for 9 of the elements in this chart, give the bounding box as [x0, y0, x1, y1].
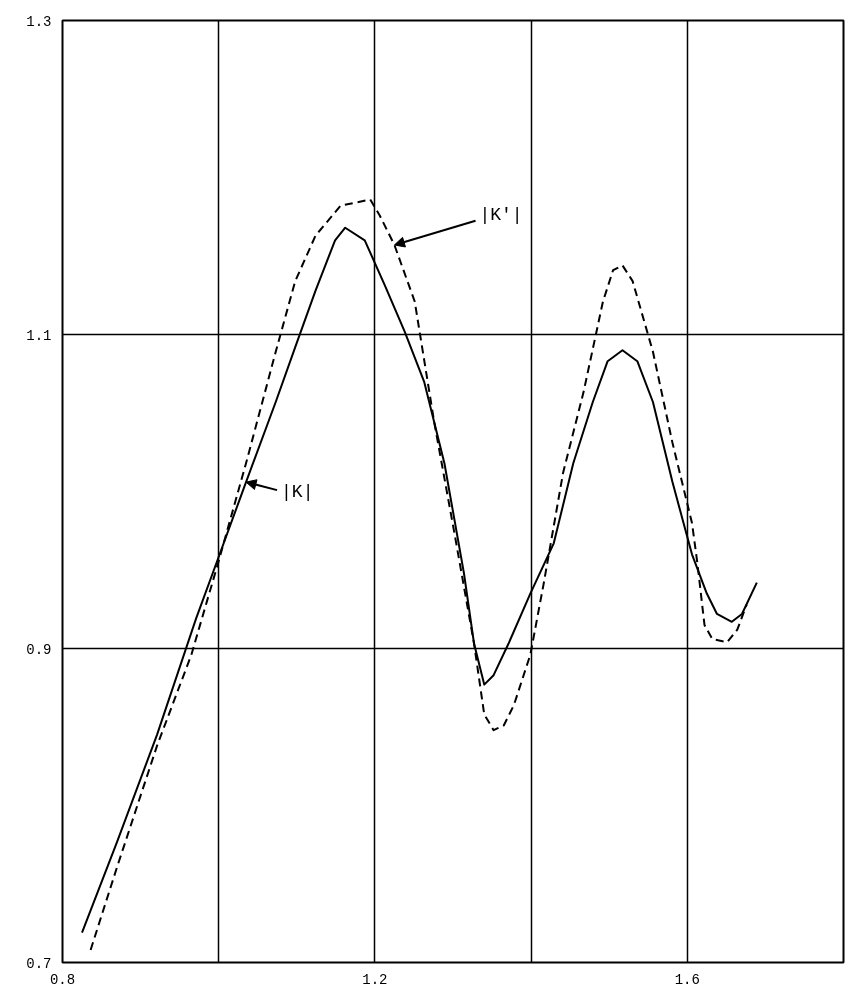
x-tick-label: 1.6	[674, 971, 700, 988]
annotation: |K|	[281, 482, 314, 503]
y-tick-label: 0.7	[26, 955, 52, 972]
annotation: |K'|	[479, 205, 523, 226]
y-tick-label: 0.9	[26, 641, 52, 658]
x-tick-label: 0.8	[49, 971, 76, 988]
y-tick-label: 1.3	[26, 13, 52, 30]
y-tick-label: 1.1	[26, 327, 52, 344]
x-tick-label: 1.2	[362, 971, 388, 988]
